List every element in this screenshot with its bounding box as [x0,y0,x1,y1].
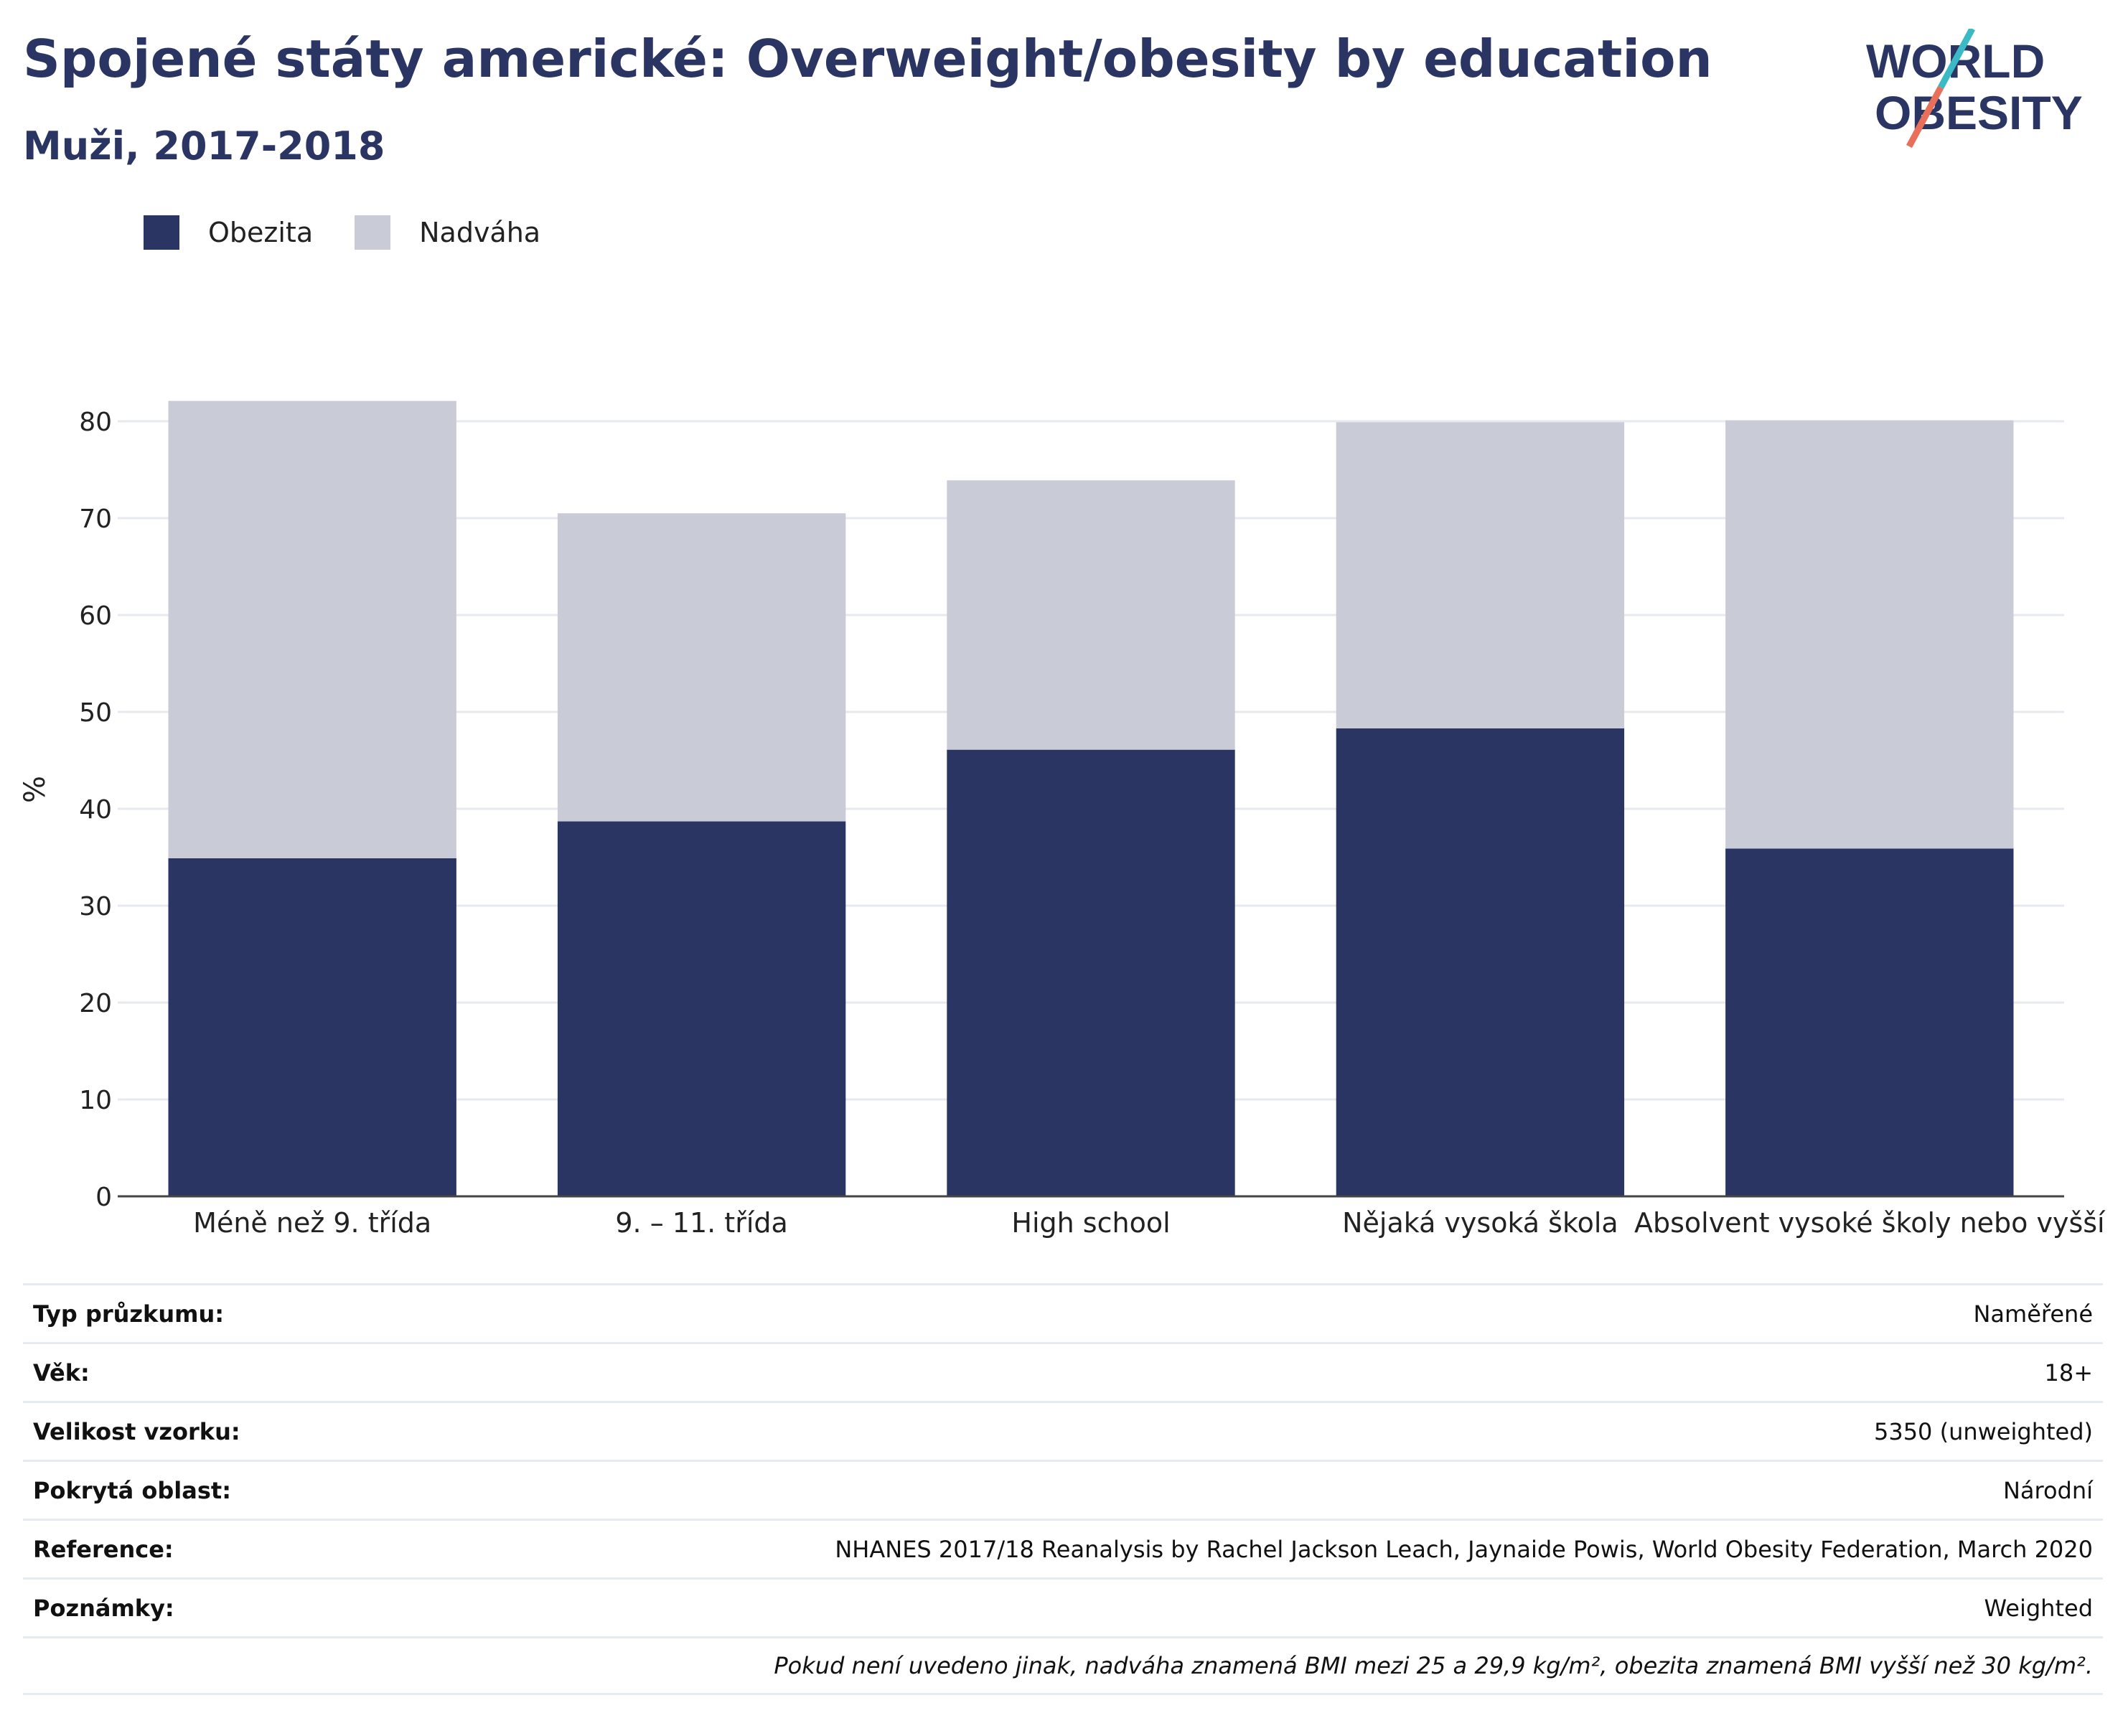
bar-nadvaha [947,480,1235,750]
y-tick-label: 80 [79,408,112,437]
info-value: 18+ [2044,1359,2093,1387]
chart-subtitle: Muži, 2017-2018 [23,123,385,169]
legend: Obezita Nadváha [144,212,582,253]
legend-label-obezita: Obezita [208,217,314,248]
info-row-area: Pokrytá oblast: Národní [23,1460,2103,1519]
bar-obezita [1725,848,2014,1196]
info-row-reference: Reference: NHANES 2017/18 Reanalysis by … [23,1519,2103,1577]
y-tick-label: 0 [95,1183,112,1212]
info-row-sample-size: Velikost vzorku: 5350 (unweighted) [23,1401,2103,1460]
y-axis-label: % [19,776,52,803]
x-tick-label: 9. – 11. třída [615,1207,787,1239]
info-value: Národní [2002,1476,2093,1504]
x-tick-label: Nějaká vysoká škola [1342,1207,1618,1239]
y-tick-label: 70 [79,505,112,534]
bar-nadvaha [1336,422,1625,728]
world-obesity-logo: WORLD OBESITY [1866,29,2083,149]
x-tick-label: Absolvent vysoké školy nebo vyšší [1634,1207,2106,1239]
bar-nadvaha [557,513,846,822]
legend-swatch-nadvaha [355,215,391,250]
bar-obezita [947,749,1235,1196]
bar-obezita [168,858,456,1196]
chart-title: Spojené státy americké: Overweight/obesi… [23,29,1712,89]
bar-nadvaha [1725,420,2014,849]
info-value: 5350 (unweighted) [1873,1417,2093,1445]
info-row-notes: Poznámky: Weighted [23,1577,2103,1636]
legend-item-obezita[interactable]: Obezita [144,215,313,250]
y-tick-label: 60 [79,601,112,631]
info-value: Naměřené [1973,1300,2093,1328]
info-value: Weighted [1984,1594,2093,1622]
y-tick-label: 30 [79,892,112,921]
legend-item-nadvaha[interactable]: Nadváha [355,215,540,250]
x-tick-label: High school [1011,1207,1170,1239]
info-label: Typ průzkumu: [33,1300,225,1328]
y-tick-label: 40 [79,795,112,825]
footnote-row: Pokud není uvedeno jinak, nadváha znamen… [23,1636,2103,1695]
legend-swatch-obezita [144,215,179,250]
logo-slash-bottom [1906,85,1944,149]
info-label: Věk: [33,1359,90,1387]
y-tick-label: 50 [79,698,112,728]
info-label: Poznámky: [33,1594,174,1622]
bar-obezita [1336,728,1625,1196]
x-tick-label: Méně než 9. třída [193,1207,431,1239]
info-row-age: Věk: 18+ [23,1342,2103,1401]
info-table: Typ průzkumu: Naměřené Věk: 18+ Velikost… [23,1283,2103,1695]
info-label: Velikost vzorku: [33,1417,240,1445]
y-tick-label: 20 [79,989,112,1018]
info-label: Reference: [33,1535,174,1563]
footnote: Pokud není uvedeno jinak, nadváha znamen… [774,1652,2093,1679]
bar-nadvaha [168,400,456,858]
logo-line2: OBESITY [1875,86,2083,139]
logo-slash-top [1938,29,1975,90]
info-value: NHANES 2017/18 Reanalysis by Rachel Jack… [835,1535,2093,1563]
bar-obezita [557,821,846,1196]
bar-chart: 0 10 20 30 40 50 60 70 80% Méně než 9. třída 9. – … [19,400,2106,1239]
info-label: Pokrytá oblast: [33,1476,231,1504]
info-row-survey-type: Typ průzkumu: Naměřené [23,1283,2103,1342]
y-tick-label: 10 [79,1086,112,1115]
legend-label-nadvaha: Nadváha [419,217,541,248]
